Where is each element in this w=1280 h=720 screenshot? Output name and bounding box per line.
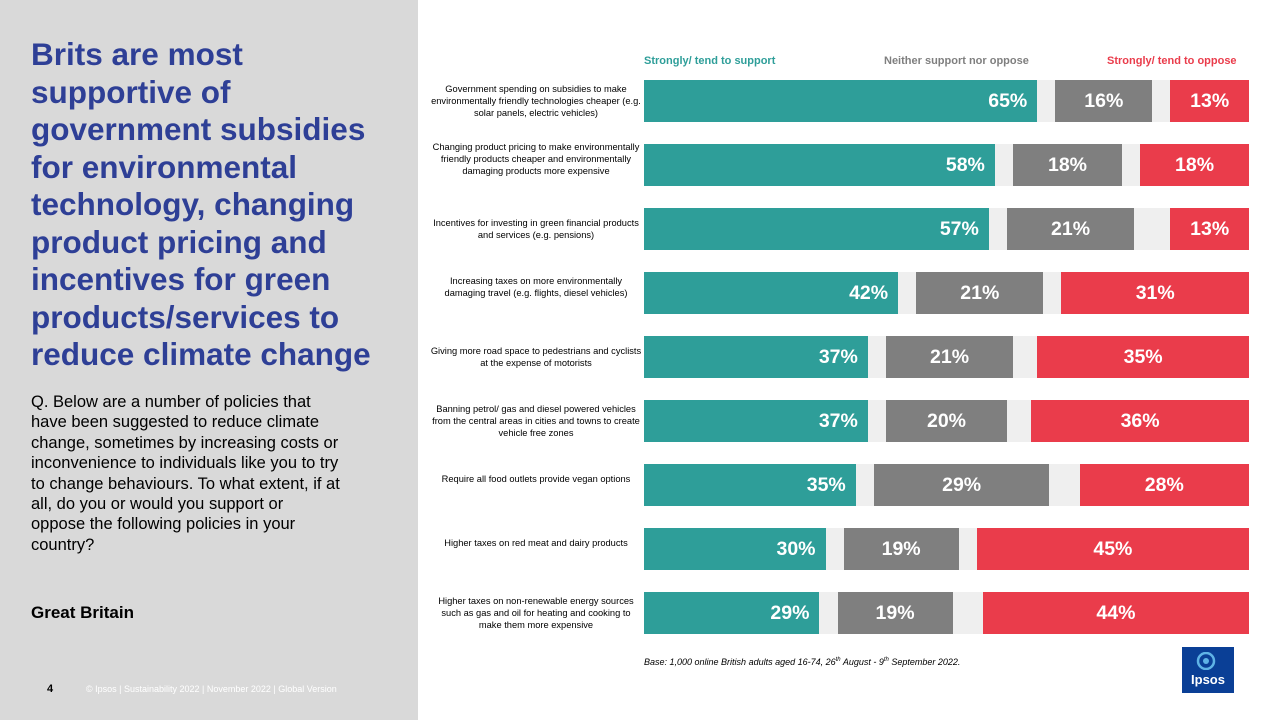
legend-support: Strongly/ tend to support <box>644 55 776 67</box>
data-label: 30% <box>776 537 816 560</box>
data-label: 45% <box>1093 537 1133 560</box>
data-label: 13% <box>1190 89 1230 112</box>
data-label: 21% <box>1051 217 1091 240</box>
base-note: Base: 1,000 online British adults aged 1… <box>644 657 961 667</box>
data-label: 20% <box>926 409 967 432</box>
ipsos-logo: Ipsos <box>1182 647 1234 693</box>
category-label: Government spending on subsidies to make… <box>431 83 641 119</box>
bar-row: 29% 19% 44% <box>644 592 1249 634</box>
data-label: 18% <box>1047 153 1087 176</box>
bar-support: 58% <box>644 144 995 186</box>
bar-row: 37% 21% 35% <box>644 336 1249 378</box>
data-label: 19% <box>875 601 915 624</box>
data-label: 21% <box>960 281 1000 304</box>
bar-row: 57% 21% 13% <box>644 208 1249 250</box>
country-label: Great Britain <box>31 603 134 622</box>
data-label: 37% <box>818 345 858 368</box>
category-label: Banning petrol/ gas and diesel powered v… <box>432 403 640 439</box>
data-label: 13% <box>1190 217 1230 240</box>
category-label: Changing product pricing to make environ… <box>432 141 640 176</box>
ipsos-mark-icon <box>1196 652 1216 670</box>
data-label: 57% <box>939 217 979 240</box>
slide-headline: Brits are most supportive of government … <box>31 36 371 372</box>
legend-neither: Neither support nor oppose <box>884 55 1029 67</box>
bar-support: 37% <box>644 400 868 442</box>
bar-neither: 21% <box>1007 208 1135 250</box>
data-label: 44% <box>1096 601 1136 624</box>
data-label: 21% <box>930 345 970 368</box>
bar-neither: 21% <box>886 336 1014 378</box>
bar-row: 42% 21% 31% <box>644 272 1249 314</box>
bar-row: 37% 20% 36% <box>644 400 1249 442</box>
bar-row: 65% 16% 13% <box>644 80 1249 122</box>
data-label: 35% <box>806 473 846 496</box>
category-label: Higher taxes on non-renewable energy sou… <box>438 595 634 631</box>
ipsos-logo-text: Ipsos <box>1191 672 1225 687</box>
data-label: 36% <box>1120 409 1160 432</box>
page-number: 4 <box>47 683 54 695</box>
bar-support: 42% <box>644 272 899 314</box>
legend-oppose: Strongly/ tend to oppose <box>1107 55 1237 67</box>
survey-question: Q. Below are a number of policies that h… <box>31 393 340 554</box>
bar-support: 57% <box>644 208 989 250</box>
bar-oppose: 35% <box>1037 336 1249 378</box>
category-label: Require all food outlets provide vegan o… <box>441 473 631 484</box>
bar-neither: 19% <box>837 592 953 634</box>
bar-neither: 16% <box>1055 80 1153 122</box>
bar-support: 30% <box>644 528 826 570</box>
data-label: 18% <box>1175 153 1215 176</box>
bar-row: 30% 19% 45% <box>644 528 1249 570</box>
data-label: 31% <box>1135 281 1175 304</box>
data-label: 29% <box>770 601 810 624</box>
category-label: Higher taxes on red meat and dairy produ… <box>444 537 628 548</box>
category-label: Giving more road space to pedestrians an… <box>430 345 642 368</box>
bar-oppose: 28% <box>1079 464 1249 506</box>
bar-neither: 29% <box>873 464 1050 506</box>
bar-oppose: 18% <box>1140 144 1249 186</box>
bar-neither: 19% <box>843 528 959 570</box>
bar-support: 29% <box>644 592 820 634</box>
footer-copyright: © Ipsos | Sustainability 2022 | November… <box>86 684 337 694</box>
bar-support: 37% <box>644 336 868 378</box>
bar-neither: 18% <box>1013 144 1122 186</box>
bar-oppose: 36% <box>1031 400 1249 442</box>
bar-oppose: 44% <box>982 592 1249 634</box>
data-label: 16% <box>1084 89 1124 112</box>
data-label: 19% <box>881 537 921 560</box>
bar-oppose: 13% <box>1170 208 1249 250</box>
data-label: 29% <box>942 473 982 496</box>
bar-neither: 20% <box>886 400 1007 442</box>
bar-oppose: 13% <box>1170 80 1249 122</box>
bar-oppose: 31% <box>1061 272 1249 314</box>
category-label: Incentives for investing in green financ… <box>433 217 639 240</box>
left-panel: Brits are most supportive of government … <box>0 0 418 720</box>
bar-row: 58% 18% 18% <box>644 144 1249 186</box>
data-label: 37% <box>818 409 858 432</box>
bar-support: 65% <box>644 80 1038 122</box>
data-label: 28% <box>1144 473 1184 496</box>
bar-row: 35% 29% 28% <box>644 464 1249 506</box>
bar-neither: 21% <box>916 272 1044 314</box>
category-label: Increasing taxes on more environmentally… <box>444 275 628 298</box>
bar-support: 35% <box>644 464 856 506</box>
data-label: 65% <box>988 89 1028 112</box>
data-label: 58% <box>945 153 985 176</box>
data-label: 42% <box>849 281 889 304</box>
data-label: 35% <box>1123 345 1163 368</box>
bar-oppose: 45% <box>976 528 1249 570</box>
